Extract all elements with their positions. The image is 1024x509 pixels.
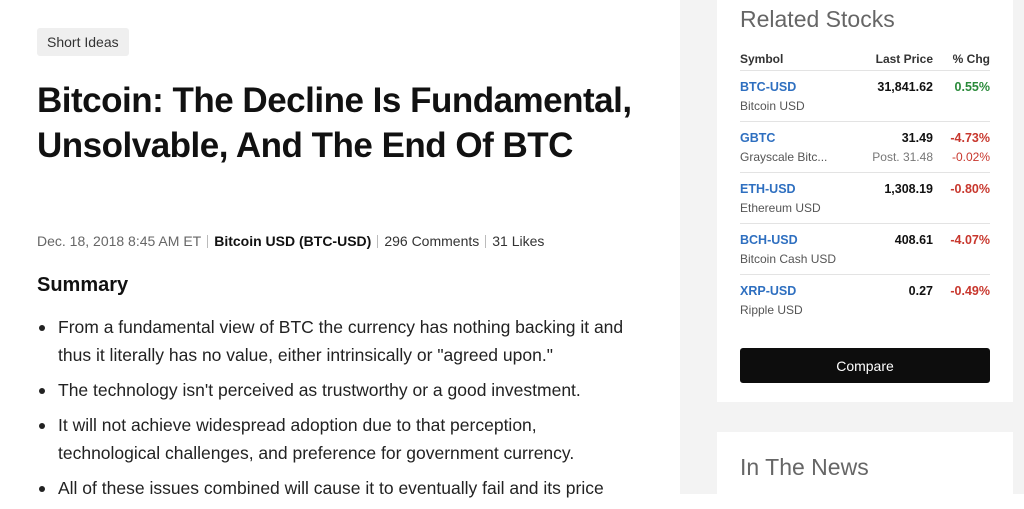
article-column: Short Ideas Bitcoin: The Decline Is Fund… — [37, 28, 633, 498]
stock-name: Ethereum USD — [740, 201, 821, 215]
table-row[interactable]: BCH-USD Bitcoin Cash USD 408.61 -4.07% — [740, 223, 990, 274]
post-market-price: Post. 31.48 — [872, 150, 933, 164]
comments-link[interactable]: 296 Comments — [384, 233, 480, 249]
stock-price: 0.27 — [908, 284, 933, 298]
stock-change: 0.55% — [954, 80, 990, 94]
summary-bullet: From a fundamental view of BTC the curre… — [37, 313, 637, 369]
table-row[interactable]: ETH-USD Ethereum USD 1,308.19 -0.80% — [740, 172, 990, 223]
table-row[interactable]: GBTC Grayscale Bitc... 31.49 -4.73% Post… — [740, 121, 990, 172]
summary-heading: Summary — [37, 274, 129, 296]
stock-name: Bitcoin Cash USD — [740, 252, 837, 266]
stock-name: Ripple USD — [740, 303, 803, 317]
summary-bullet: The technology isn't perceived as trustw… — [37, 376, 637, 404]
compare-button[interactable]: Compare — [740, 348, 990, 383]
stock-price: 31.49 — [901, 131, 933, 145]
summary-list: From a fundamental view of BTC the curre… — [37, 313, 637, 509]
column-header-price: Last Price — [875, 52, 933, 66]
related-stocks-title: Related Stocks — [740, 6, 895, 32]
stock-price: 1,308.19 — [884, 182, 933, 196]
stock-table: BTC-USD Bitcoin USD 31,841.62 0.55% GBTC… — [740, 70, 990, 325]
column-header-change: % Chg — [952, 52, 990, 66]
in-the-news-title: In The News — [740, 454, 869, 480]
post-market-change: -0.02% — [951, 150, 990, 164]
stock-price: 408.61 — [894, 233, 933, 247]
stock-change: -0.80% — [950, 182, 990, 196]
divider — [207, 235, 209, 248]
stock-name: Bitcoin USD — [740, 99, 805, 113]
stock-change: -0.49% — [950, 284, 990, 298]
divider — [485, 235, 487, 248]
stock-symbol[interactable]: BTC-USD — [740, 80, 797, 94]
stock-name: Grayscale Bitc... — [740, 150, 828, 164]
stock-symbol[interactable]: ETH-USD — [740, 182, 796, 196]
stock-price: 31,841.62 — [877, 80, 933, 94]
symbol-link[interactable]: Bitcoin USD (BTC-USD) — [214, 233, 372, 249]
table-row[interactable]: BTC-USD Bitcoin USD 31,841.62 0.55% — [740, 70, 990, 121]
table-row[interactable]: XRP-USD Ripple USD 0.27 -0.49% — [740, 274, 990, 325]
related-stocks-card: Related Stocks Symbol Last Price % Chg B… — [717, 0, 1013, 402]
article-title: Bitcoin: The Decline Is Fundamental, Uns… — [37, 81, 632, 165]
stock-change: -4.07% — [950, 233, 990, 247]
in-the-news-card: In The News — [717, 432, 1013, 494]
stock-change: -4.73% — [950, 131, 990, 145]
article-meta: Dec. 18, 2018 8:45 AM ET Bitcoin USD (BTC… — [37, 233, 544, 249]
stock-symbol[interactable]: XRP-USD — [740, 284, 797, 298]
summary-bullet: All of these issues combined will cause … — [37, 474, 637, 502]
divider — [377, 235, 379, 248]
summary-bullet: It will not achieve widespread adoption … — [37, 411, 637, 467]
stock-symbol[interactable]: GBTC — [740, 131, 776, 145]
article-tag[interactable]: Short Ideas — [37, 28, 129, 56]
stock-symbol[interactable]: BCH-USD — [740, 233, 798, 247]
column-header-symbol: Symbol — [740, 52, 784, 66]
likes-count[interactable]: 31 Likes — [492, 233, 545, 249]
article-date: Dec. 18, 2018 8:45 AM ET — [37, 233, 202, 249]
